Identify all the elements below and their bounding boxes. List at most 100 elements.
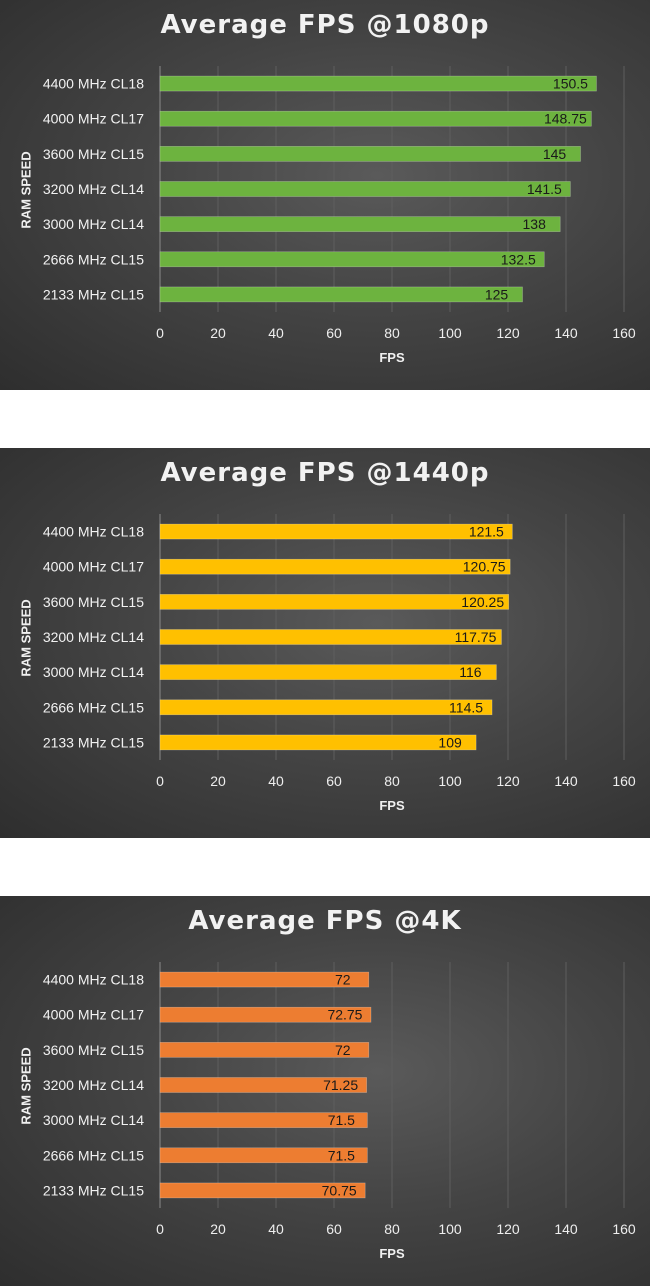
bar: [159, 1006, 372, 1023]
category-label: 4400 MHz CL18: [43, 524, 144, 540]
x-tick-label: 120: [496, 1221, 520, 1237]
chart-title: Average FPS @4K: [188, 906, 462, 936]
data-label: 70.75: [322, 1182, 357, 1198]
bar: [159, 146, 581, 162]
data-label: 148.75: [544, 111, 587, 127]
category-label: 3000 MHz CL14: [43, 216, 144, 232]
bar: [159, 558, 511, 575]
x-tick-label: 160: [612, 773, 636, 789]
data-label: 125: [485, 286, 509, 302]
bar-chart-4k: 0 20 40 60 80 100 120 140 160 4400 MHz CL18 72 4000…: [43, 962, 636, 1237]
bar: [159, 216, 561, 232]
chart-panel-1080p: Average FPS @1080p RAM SPEED FPS 0 20 40 60…: [0, 0, 650, 390]
data-label: 72: [335, 972, 351, 988]
category-label: 3600 MHz CL15: [43, 1042, 144, 1058]
data-label: 71.5: [328, 1112, 355, 1128]
category-label: 3200 MHz CL14: [43, 181, 144, 197]
category-label: 3600 MHz CL15: [43, 594, 144, 610]
x-tick-label: 20: [210, 773, 226, 789]
category-label: 3200 MHz CL14: [43, 629, 144, 645]
chart-title: Average FPS @1080p: [160, 10, 490, 40]
bar: [159, 1077, 367, 1093]
bar: [159, 1182, 366, 1199]
data-label: 138: [523, 216, 547, 232]
category-label: 2133 MHz CL15: [43, 1182, 144, 1198]
x-tick-label: 120: [496, 325, 520, 341]
category-label: 2133 MHz CL15: [43, 734, 144, 750]
category-label: 4400 MHz CL18: [43, 76, 144, 92]
bar: [159, 75, 597, 92]
bar: [159, 971, 370, 988]
x-tick-label: 160: [612, 325, 636, 341]
category-label: 4000 MHz CL17: [43, 559, 144, 575]
bar: [159, 1042, 370, 1058]
data-label: 71.5: [328, 1147, 355, 1163]
data-label: 132.5: [501, 251, 536, 267]
bar: [159, 286, 523, 303]
x-tick-label: 160: [612, 1221, 636, 1237]
bar: [159, 251, 545, 268]
bar: [159, 110, 592, 127]
data-label: 109: [438, 734, 462, 750]
x-tick-label: 80: [384, 1221, 400, 1237]
bar: [159, 734, 477, 751]
chart-panel-4k: Average FPS @4K RAM SPEED FPS 0 20 40 60 80 1…: [0, 896, 650, 1286]
x-tick-label: 20: [210, 325, 226, 341]
chart-title: Average FPS @1440p: [160, 458, 490, 488]
x-tick-label: 0: [156, 325, 164, 341]
x-axis-label: FPS: [379, 1246, 405, 1261]
data-label: 150.5: [553, 76, 588, 92]
category-label: 4000 MHz CL17: [43, 111, 144, 127]
data-label: 121.5: [469, 524, 504, 540]
chart-panel-1440p: Average FPS @1440p RAM SPEED FPS 0 20 40 60…: [0, 448, 650, 838]
bar: [159, 1112, 368, 1128]
bar-chart-1440p: 0 20 40 60 80 100 120 140 160 4400 MHz CL18 121.5 4…: [43, 514, 636, 789]
x-tick-label: 40: [268, 1221, 284, 1237]
category-label: 4400 MHz CL18: [43, 972, 144, 988]
data-label: 117.75: [455, 629, 497, 645]
data-label: 116: [459, 664, 482, 680]
bar: [159, 181, 571, 197]
data-label: 114.5: [449, 699, 483, 715]
x-tick-label: 60: [326, 773, 342, 789]
x-tick-label: 40: [268, 773, 284, 789]
category-label: 3000 MHz CL14: [43, 664, 144, 680]
x-tick-label: 40: [268, 325, 284, 341]
bar: [159, 629, 502, 645]
x-tick-label: 60: [326, 1221, 342, 1237]
category-label: 3000 MHz CL14: [43, 1112, 144, 1128]
x-tick-label: 140: [554, 325, 578, 341]
x-axis-label: FPS: [379, 350, 405, 365]
x-tick-label: 80: [384, 325, 400, 341]
data-label: 72: [335, 1042, 351, 1058]
x-tick-label: 80: [384, 773, 400, 789]
x-tick-label: 60: [326, 325, 342, 341]
x-tick-label: 0: [156, 1221, 164, 1237]
data-label: 145: [543, 146, 567, 162]
data-label: 141.5: [527, 181, 562, 197]
data-label: 72.75: [327, 1007, 362, 1023]
bar: [159, 1147, 368, 1164]
category-label: 3600 MHz CL15: [43, 146, 144, 162]
bar: [159, 523, 513, 540]
category-label: 2666 MHz CL15: [43, 699, 144, 715]
bar-chart-1080p: 0 20 40 60 80 100 120 140 160 4400 MHz CL18 150.5 4…: [43, 66, 636, 341]
category-label: 2666 MHz CL15: [43, 251, 144, 267]
data-label: 71.25: [323, 1077, 358, 1093]
bar: [159, 699, 493, 716]
x-tick-label: 120: [496, 773, 520, 789]
x-tick-label: 140: [554, 773, 578, 789]
bar: [159, 594, 510, 610]
category-label: 2133 MHz CL15: [43, 286, 144, 302]
bar: [159, 664, 497, 680]
x-tick-label: 100: [438, 325, 462, 341]
x-tick-label: 100: [438, 1221, 462, 1237]
category-label: 4000 MHz CL17: [43, 1007, 144, 1023]
category-label: 3200 MHz CL14: [43, 1077, 144, 1093]
x-tick-label: 0: [156, 773, 164, 789]
data-label: 120.75: [463, 559, 506, 575]
x-tick-label: 20: [210, 1221, 226, 1237]
category-label: 2666 MHz CL15: [43, 1147, 144, 1163]
data-label: 120.25: [461, 594, 504, 610]
x-axis-label: FPS: [379, 798, 405, 813]
